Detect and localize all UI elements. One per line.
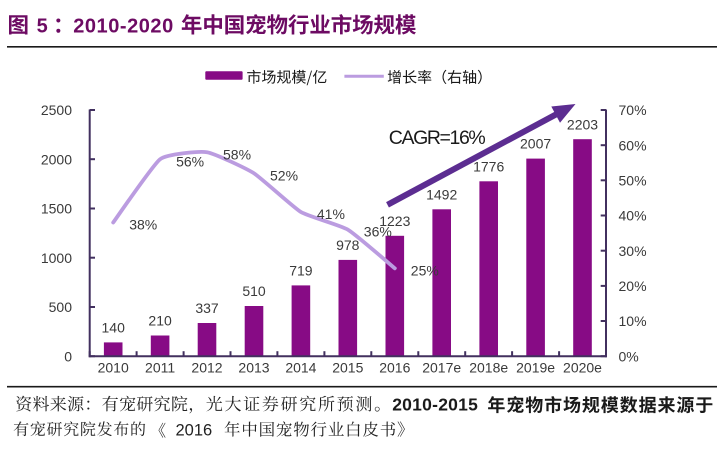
svg-text:2007: 2007 — [520, 136, 551, 152]
svg-text:36%: 36% — [364, 224, 392, 240]
svg-text:510: 510 — [242, 283, 266, 299]
svg-text:2010: 2010 — [98, 359, 129, 375]
svg-text:41%: 41% — [317, 206, 345, 222]
svg-text:2203: 2203 — [567, 116, 598, 132]
svg-text:1500: 1500 — [41, 201, 72, 217]
svg-text:2010-2020: 2010-2020 — [73, 16, 174, 38]
svg-text:1223: 1223 — [379, 213, 410, 229]
svg-text:20%: 20% — [619, 278, 647, 294]
svg-text:140: 140 — [102, 320, 126, 336]
svg-text:70%: 70% — [619, 102, 647, 118]
svg-text:10%: 10% — [619, 313, 647, 329]
svg-text:5: 5 — [37, 16, 48, 38]
svg-text:2014: 2014 — [285, 359, 316, 375]
svg-text:1492: 1492 — [426, 186, 457, 202]
svg-text:2011: 2011 — [145, 359, 175, 375]
svg-text:978: 978 — [336, 237, 360, 253]
svg-text:2016: 2016 — [379, 359, 410, 375]
svg-text:0: 0 — [64, 348, 72, 364]
svg-text:1000: 1000 — [41, 250, 72, 266]
svg-text:337: 337 — [195, 300, 219, 316]
svg-text:210: 210 — [148, 313, 172, 329]
svg-text:2012: 2012 — [191, 359, 222, 375]
svg-text:0%: 0% — [619, 348, 639, 364]
svg-text:719: 719 — [289, 263, 313, 279]
svg-text:2013: 2013 — [238, 359, 269, 375]
svg-text:2020e: 2020e — [563, 359, 602, 375]
svg-text:2018e: 2018e — [469, 359, 508, 375]
svg-text:CAGR=16%: CAGR=16% — [389, 127, 486, 149]
svg-text:60%: 60% — [619, 137, 647, 153]
svg-text:2019e: 2019e — [516, 359, 555, 375]
svg-text:2016: 2016 — [176, 422, 213, 440]
svg-text:2010-2015: 2010-2015 — [392, 394, 478, 414]
svg-text:1776: 1776 — [473, 158, 504, 174]
svg-text:52%: 52% — [270, 167, 298, 183]
svg-text:2017e: 2017e — [422, 359, 461, 375]
svg-text:2500: 2500 — [41, 102, 72, 118]
svg-text:30%: 30% — [619, 243, 647, 259]
svg-text:2015: 2015 — [332, 359, 363, 375]
svg-text:56%: 56% — [176, 153, 204, 169]
svg-text:38%: 38% — [129, 217, 157, 233]
svg-text:40%: 40% — [619, 208, 647, 224]
svg-text:500: 500 — [49, 299, 73, 315]
svg-text:2000: 2000 — [41, 151, 72, 167]
svg-text:58%: 58% — [223, 146, 251, 162]
svg-text:50%: 50% — [619, 172, 647, 188]
svg-text:25%: 25% — [411, 262, 439, 278]
